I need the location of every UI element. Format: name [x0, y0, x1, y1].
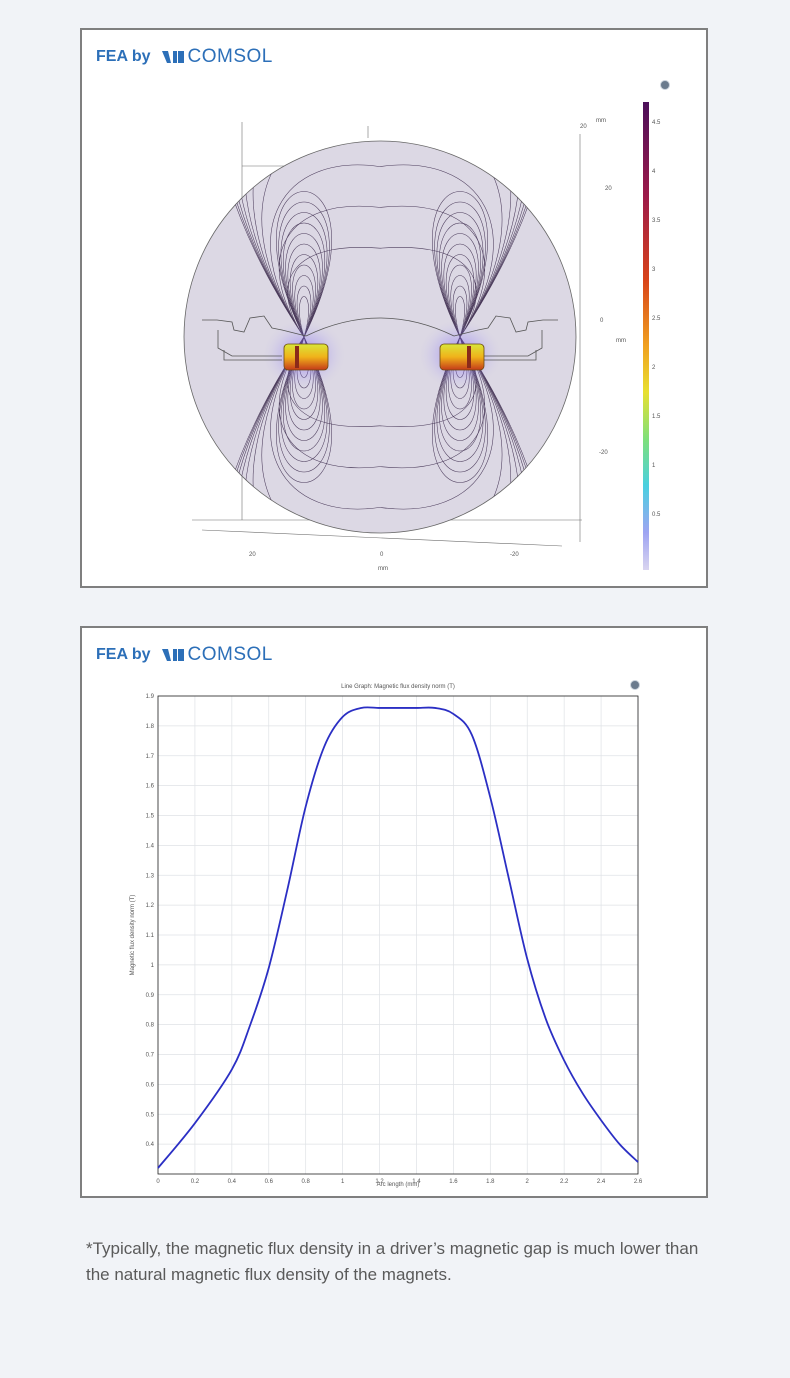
y-tick-label: 1.6	[146, 784, 155, 790]
y-tick-label: 1.2	[146, 903, 155, 909]
x-tick-label: 1	[341, 1179, 345, 1185]
x-tick-labels: 0 0.2 0.4 0.6 0.8 1 1.2 1.4 1.6 1.8 2 2.2 2.4 2.6	[156, 1179, 643, 1185]
z-unit: mm	[616, 338, 626, 344]
z-tick-20: 20	[605, 186, 612, 192]
brand-prefix: FEA by	[96, 48, 151, 65]
voice-coil-left	[295, 346, 299, 368]
colorbar-tick-label: 1	[652, 463, 656, 469]
driver-geometry	[202, 315, 558, 361]
view-options-icon[interactable]	[660, 80, 670, 90]
x-tick-label: 0.2	[191, 1179, 200, 1185]
x-tick-0: 0	[380, 552, 384, 558]
brand-header: FEA by COMSOL	[96, 644, 273, 666]
y-tick-label: 0.7	[146, 1053, 155, 1059]
plot-frame	[157, 695, 639, 1175]
field-map-panel: FEA by COMSOL	[80, 28, 708, 588]
x-tick-label: 0	[156, 1179, 160, 1185]
x-tick-20: 20	[249, 552, 256, 558]
x-tick-label: 0.8	[302, 1179, 311, 1185]
voice-coil-right	[467, 346, 471, 368]
brand-name: COMSOL	[187, 46, 273, 67]
y-tick-label: 0.9	[146, 993, 155, 999]
y-tick-label: 0.4	[146, 1142, 155, 1148]
z-tick-0: 0	[600, 318, 604, 324]
line-graph-panel: FEA by COMSOL Line Graph: Magnetic flux …	[80, 626, 708, 1198]
y-tick-label: 0.6	[146, 1082, 155, 1088]
chart-grid	[157, 695, 639, 1174]
x-tick-label: 2.4	[597, 1179, 606, 1185]
field-lines	[209, 141, 555, 533]
chart-title: Line Graph: Magnetic flux density norm (…	[341, 684, 455, 690]
y-tick-label: 1.4	[146, 843, 155, 849]
y-tick-labels: 0.4 0.5 0.6 0.7 0.8 0.9 1 1.1 1.2 1.3 1.4 1.5 1.6 1.7…	[146, 694, 155, 1148]
y-tick-label: 1.7	[146, 754, 155, 760]
z-tick-neg20: -20	[599, 450, 608, 456]
triad-tick: 20	[580, 124, 587, 130]
y-tick-label: 1.8	[146, 724, 155, 730]
field-map-plot: 4.5 4 3.5 3 2.5 2 1.5 1 0.5 20 0 -20 mm 20 0 -20…	[183, 102, 661, 572]
y-tick-label: 1	[151, 963, 155, 969]
colorbar-tick-label: 1.5	[652, 414, 661, 420]
x-tick-label: 1.4	[412, 1179, 421, 1185]
footnote: *Typically, the magnetic flux density in…	[86, 1239, 699, 1284]
comsol-logo-icon	[161, 649, 184, 661]
flux-density-chart: Line Graph: Magnetic flux density norm (…	[130, 684, 643, 1188]
x-tick-label: 0.6	[265, 1179, 274, 1185]
colorbar-tick-label: 3.5	[652, 218, 661, 224]
view-options-icon[interactable]	[630, 680, 640, 690]
colorbar-tick-label: 4.5	[652, 120, 661, 126]
y-tick-label: 1.9	[146, 694, 155, 700]
y-tick-label: 0.8	[146, 1023, 155, 1029]
colorbar	[643, 102, 649, 570]
colorbar-tick-label: 2.5	[652, 316, 661, 322]
x-tick-label: 2.2	[560, 1179, 569, 1185]
magnet-left	[283, 343, 329, 371]
y-tick-label: 0.5	[146, 1112, 155, 1118]
colorbar-tick-label: 3	[652, 267, 656, 273]
y-tick-label: 1.3	[146, 873, 155, 879]
brand-prefix: FEA by	[96, 646, 151, 663]
x-tick-label: 0.4	[228, 1179, 237, 1185]
x-axis-label: Arc length (mm)	[377, 1182, 420, 1188]
x-tick-label: 1.6	[449, 1179, 458, 1185]
colorbar-tick-label: 0.5	[652, 512, 661, 518]
x-tick-neg20: -20	[510, 552, 519, 558]
x-tick-label: 1.2	[375, 1179, 384, 1185]
colorbar-ticks: 4.5 4 3.5 3 2.5 2 1.5 1 0.5	[652, 120, 661, 518]
x-tick-label: 2	[526, 1179, 530, 1185]
x-tick-label: 1.8	[486, 1179, 495, 1185]
magnet-right	[439, 343, 485, 371]
series-line	[157, 706, 639, 1169]
x-unit: mm	[378, 566, 388, 572]
colorbar-tick-label: 4	[652, 169, 656, 175]
comsol-logo-icon	[161, 51, 184, 63]
triad-unit: mm	[596, 118, 606, 124]
y-axis-label: Magnetic flux density norm (T)	[130, 895, 136, 976]
brand-name: COMSOL	[187, 644, 273, 665]
x-tick-label: 2.6	[634, 1179, 643, 1185]
y-tick-label: 1.1	[146, 933, 155, 939]
y-tick-label: 1.5	[146, 814, 155, 820]
colorbar-tick-label: 2	[652, 365, 656, 371]
brand-header: FEA by COMSOL	[96, 46, 273, 68]
